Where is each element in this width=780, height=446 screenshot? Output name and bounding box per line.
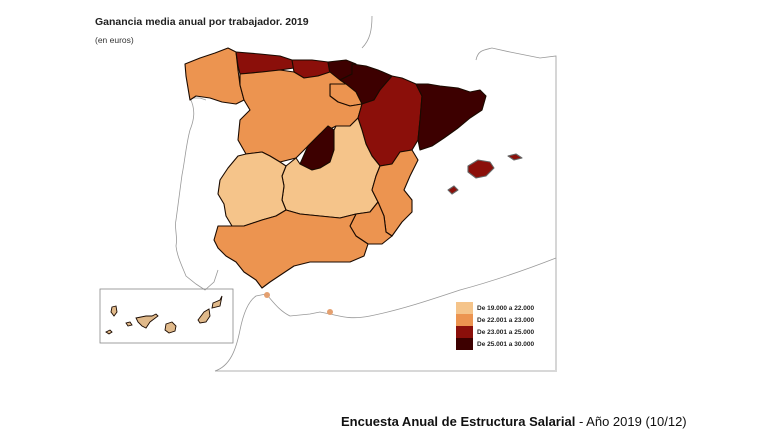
legend-item: De 25.001 a 30.000 xyxy=(456,338,534,350)
region-baleares-ibiza[interactable] xyxy=(447,185,459,195)
region-canarias[interactable] xyxy=(105,295,223,335)
legend-label: De 23.001 a 25.000 xyxy=(477,328,535,336)
region-ceuta[interactable] xyxy=(264,292,270,298)
region-extremadura[interactable] xyxy=(217,151,287,227)
legend-label: De 25.001 a 30.000 xyxy=(477,340,535,348)
region-baleares-mallorca[interactable] xyxy=(467,159,495,179)
region-asturias[interactable] xyxy=(235,51,295,75)
legend-swatch xyxy=(456,302,473,314)
legend-swatch xyxy=(456,314,473,326)
region-melilla[interactable] xyxy=(327,309,333,315)
regions xyxy=(184,47,523,315)
legend-item: De 23.001 a 25.000 xyxy=(456,326,534,338)
footer-survey-name: Encuesta Anual de Estructura Salarial xyxy=(341,414,576,429)
legend-item: De 22.001 a 23.000 xyxy=(456,314,534,326)
region-cataluna[interactable] xyxy=(415,83,487,151)
region-galicia[interactable] xyxy=(184,47,245,105)
page-title: Ganancia media anual por trabajador. 201… xyxy=(95,16,309,28)
footer-caption: Encuesta Anual de Estructura Salarial - … xyxy=(341,414,687,429)
canarias-inset xyxy=(99,288,234,344)
legend-item: De 19.000 a 22.000 xyxy=(456,302,534,314)
region-andalucia[interactable] xyxy=(213,209,369,289)
legend-label: De 22.001 a 23.000 xyxy=(477,316,535,324)
legend-swatch xyxy=(456,338,473,350)
region-baleares-menorca[interactable] xyxy=(507,153,523,161)
legend-swatch xyxy=(456,326,473,338)
map-legend: De 19.000 a 22.000 De 22.001 a 23.000 De… xyxy=(456,302,534,350)
legend-label: De 19.000 a 22.000 xyxy=(477,304,535,312)
page-subtitle: (en euros) xyxy=(95,35,134,45)
footer-year-page: - Año 2019 (10/12) xyxy=(575,414,687,429)
